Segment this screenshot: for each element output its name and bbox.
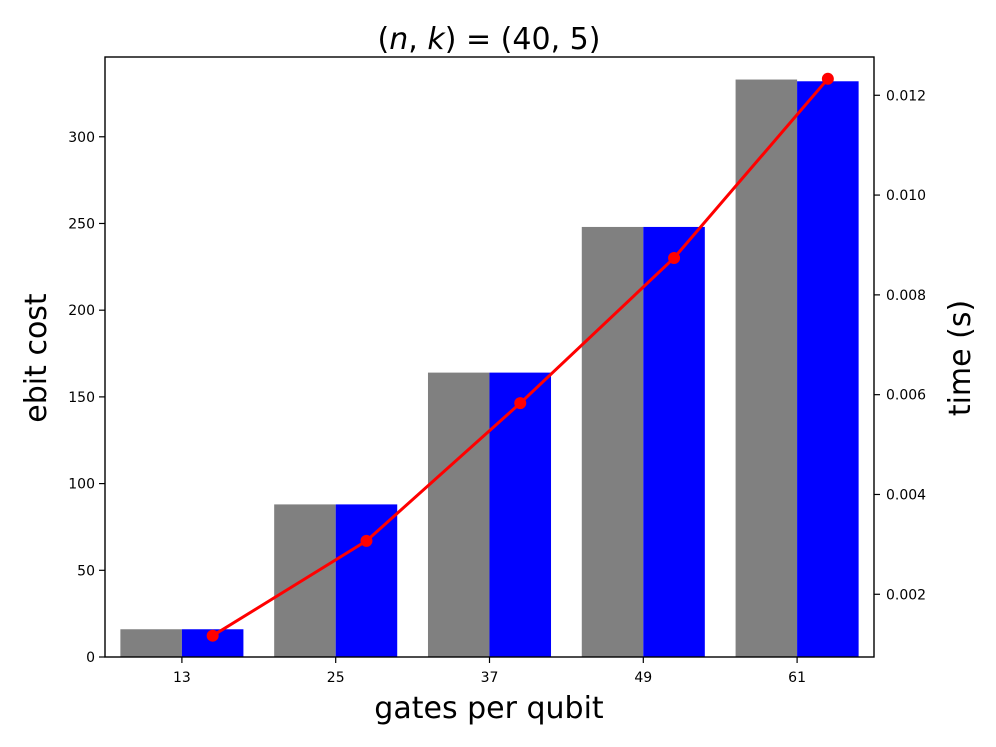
x-tick-label-25: 25 bbox=[327, 670, 345, 686]
time-marker-25 bbox=[360, 534, 373, 547]
y-tick-label-0: 0 bbox=[86, 650, 95, 666]
y-axis-title: ebit cost bbox=[19, 293, 54, 423]
x-tick-label-61: 61 bbox=[788, 670, 806, 686]
y-tick-label-250: 250 bbox=[68, 216, 95, 232]
y2-axis-title: time (s) bbox=[943, 300, 978, 416]
y2-tick-label-0.004: 0.004 bbox=[886, 487, 926, 503]
bar-series2-49 bbox=[643, 226, 705, 657]
bars-layer bbox=[120, 79, 859, 658]
x-tick-label-13: 13 bbox=[173, 670, 191, 686]
bar-series1-61 bbox=[735, 79, 798, 658]
bar-series2-25 bbox=[335, 504, 398, 657]
y-tick-label-150: 150 bbox=[68, 390, 95, 406]
x-axis-title: gates per qubit bbox=[374, 691, 604, 726]
y2-tick-label-0.002: 0.002 bbox=[886, 587, 926, 603]
chart-title: (n, k) = (40, 5) bbox=[378, 22, 601, 57]
y-tick-label-50: 50 bbox=[77, 563, 95, 579]
y-tick-label-100: 100 bbox=[68, 477, 95, 493]
time-marker-61 bbox=[821, 72, 834, 85]
time-marker-13 bbox=[206, 629, 219, 642]
time-marker-37 bbox=[514, 397, 527, 410]
time-marker-49 bbox=[668, 251, 681, 264]
line-layer bbox=[206, 72, 834, 642]
axes-layer: 0 50 100 150 200 250 300 0.002 0.004 0.006 0.008 0.… bbox=[68, 56, 926, 686]
y2-tick-label-0.008: 0.008 bbox=[886, 288, 926, 304]
y2-tick-label-0.010: 0.010 bbox=[886, 188, 926, 204]
x-tick-label-49: 49 bbox=[634, 670, 652, 686]
bar-series2-61 bbox=[797, 81, 859, 657]
y2-tick-label-0.012: 0.012 bbox=[886, 88, 926, 104]
y-tick-label-200: 200 bbox=[68, 303, 95, 319]
y2-tick-label-0.006: 0.006 bbox=[886, 388, 926, 404]
bar-series1-13 bbox=[120, 629, 182, 657]
bar-series1-37 bbox=[427, 372, 490, 657]
y-tick-label-300: 300 bbox=[68, 130, 95, 146]
bar-series1-25 bbox=[274, 504, 336, 657]
bar-series1-49 bbox=[581, 226, 644, 657]
x-tick-label-37: 37 bbox=[481, 670, 499, 686]
bar-series2-37 bbox=[489, 372, 552, 657]
